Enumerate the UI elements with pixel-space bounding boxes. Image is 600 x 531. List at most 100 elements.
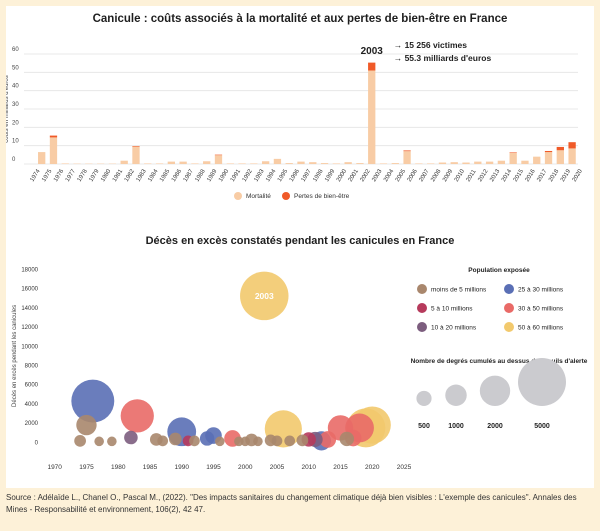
chart2-ytick-label: 14000 xyxy=(21,306,38,312)
chart1-xtick-label: 2009 xyxy=(442,168,455,183)
chart1-xtick-label: 1990 xyxy=(218,168,231,183)
chart2-legend-pop-label: 30 à 50 millions xyxy=(518,306,564,313)
chart1-xtick-label: 2011 xyxy=(466,168,478,183)
chart1-bar-mortalite xyxy=(344,162,352,164)
chart2-bubble xyxy=(199,431,215,446)
chart1-bar-bien-etre xyxy=(403,150,411,152)
chart2-legend-size-circle xyxy=(416,390,432,406)
chart2-bubble xyxy=(271,435,283,447)
chart1-xtick-label: 1998 xyxy=(312,168,325,183)
chart2-xtick-label: 1975 xyxy=(79,464,94,471)
chart2-ytick-label: 12000 xyxy=(21,325,38,331)
chart2-xtick-label: 2015 xyxy=(333,464,348,471)
chart1-title: Canicule : coûts associés à la mortalité… xyxy=(93,13,508,25)
chart1-bar-mortalite xyxy=(285,163,293,164)
chart1-xtick-label: 2010 xyxy=(454,168,467,183)
chart1-xtick-label: 1984 xyxy=(147,168,160,183)
chart1-bar-mortalite xyxy=(415,163,423,164)
chart2-legend-pop-swatch xyxy=(504,322,514,332)
chart1-xtick-label: 2019 xyxy=(560,168,573,183)
chart2-bubble xyxy=(94,436,104,447)
chart2-legend-size-circle xyxy=(479,375,511,407)
chart1-ytick-label: 60 xyxy=(12,47,19,53)
chart1-xtick-label: 1976 xyxy=(53,168,66,183)
chart1-xtick-label: 1995 xyxy=(277,168,290,183)
chart1-bar-mortalite xyxy=(191,163,199,164)
chart1-bar-mortalite xyxy=(132,146,140,164)
chart2-legend-size-label: 2000 xyxy=(487,423,503,430)
chart2-bubble xyxy=(215,436,225,447)
chart1-bar-mortalite xyxy=(179,161,187,164)
chart2-legend-size-label: 1000 xyxy=(448,423,464,430)
chart2-bubble xyxy=(169,432,182,446)
chart2-legend-pop-swatch xyxy=(417,322,427,332)
chart2-xtick-label: 2005 xyxy=(270,464,285,471)
chart1-bar-bien-etre xyxy=(368,62,376,71)
chart1-annotation-year: 2003 xyxy=(361,46,384,57)
chart2-ytick-label: 0 xyxy=(35,440,39,446)
chart2-bubble xyxy=(253,436,263,447)
chart2-point-label: 2003 xyxy=(255,291,274,301)
chart1-bar-mortalite xyxy=(238,163,246,164)
chart1-bar-mortalite xyxy=(462,162,470,164)
chart2-ytick-label: 16000 xyxy=(21,287,38,293)
chart1-bar-mortalite xyxy=(556,150,564,164)
chart1-bar-mortalite xyxy=(356,163,364,164)
chart1-bar-mortalite xyxy=(297,161,305,164)
chart1-xtick-label: 1988 xyxy=(195,168,208,183)
chart1-xtick-label: 1991 xyxy=(230,168,243,183)
chart1-xtick-label: 1994 xyxy=(265,168,278,183)
chart1-bar-mortalite xyxy=(568,148,576,164)
chart1-bar-mortalite xyxy=(167,161,175,164)
chart1-bar-mortalite xyxy=(533,156,541,164)
chart1-ytick-label: 30 xyxy=(12,102,19,108)
chart1-xtick-label: 1992 xyxy=(242,168,255,183)
chart1-xtick-label: 1981 xyxy=(112,168,125,183)
chart1-xtick-label: 1986 xyxy=(171,168,184,183)
chart1-ytick-label: 50 xyxy=(12,65,19,71)
chart2-ylabel: Décès en excès pendant les canicules xyxy=(12,305,18,407)
chart2-bubble xyxy=(157,435,169,447)
chart1-annotation-line: → 55.3 milliards d'euros xyxy=(394,53,492,63)
chart1-bar-mortalite xyxy=(261,161,270,164)
chart1-xtick-label: 2015 xyxy=(513,168,526,183)
chart2-bubble xyxy=(71,379,115,423)
chart2-xtick-label: 1985 xyxy=(143,464,158,471)
chart1-xtick-label: 1999 xyxy=(324,168,337,183)
chart2-ytick-label: 10000 xyxy=(21,344,38,350)
chart1-bar-mortalite xyxy=(544,152,553,164)
chart2-legend-size-label: 5000 xyxy=(534,423,550,430)
chart1-legend-swatch xyxy=(282,192,290,200)
chart1-bar-mortalite xyxy=(120,160,128,164)
chart1-bar-mortalite xyxy=(214,155,223,164)
chart1-legend-label: Pertes de bien-être xyxy=(294,193,350,200)
chart1-bar-mortalite xyxy=(391,163,399,164)
chart2-xtick-label: 1990 xyxy=(174,464,189,471)
chart2-legend-pop-swatch xyxy=(417,284,427,294)
chart2-bubble xyxy=(339,431,355,447)
chart1-xtick-label: 2018 xyxy=(548,168,561,183)
chart1-bar-mortalite xyxy=(485,161,494,164)
chart1-xtick-label: 2008 xyxy=(430,168,443,183)
chart1-bar-mortalite xyxy=(332,163,341,164)
chart1-xtick-label: 2020 xyxy=(572,168,585,183)
chart1-xtick-label: 1993 xyxy=(253,168,266,183)
chart2-bubble xyxy=(284,435,296,447)
chart1-legend-label: Mortalité xyxy=(246,193,271,200)
chart1-xtick-label: 1985 xyxy=(159,168,172,183)
chart1-bar-mortalite xyxy=(450,162,458,164)
chart1-xtick-label: 1974 xyxy=(30,168,43,183)
chart2-title: Décès en excès constatés pendant les can… xyxy=(146,235,455,247)
charts-svg: Canicule : coûts associés à la mortalité… xyxy=(4,13,588,471)
chart1-xtick-label: 1979 xyxy=(88,168,101,183)
chart2-legend-pop-swatch xyxy=(504,303,514,313)
chart2-bubble xyxy=(124,430,138,445)
chart2-legend-size-label: 500 xyxy=(418,423,430,430)
chart1-bar-bien-etre xyxy=(544,150,553,153)
chart2-legend-size-circle xyxy=(445,384,467,406)
chart1-xtick-label: 2002 xyxy=(360,168,373,183)
chart1-bar-mortalite xyxy=(509,153,517,164)
source-citation: Source : Adélaïde L., Chanel O., Pascal … xyxy=(6,493,577,514)
chart1-annotation-line: → 15 256 victimes xyxy=(394,40,468,50)
chart2-bubble xyxy=(319,431,337,448)
